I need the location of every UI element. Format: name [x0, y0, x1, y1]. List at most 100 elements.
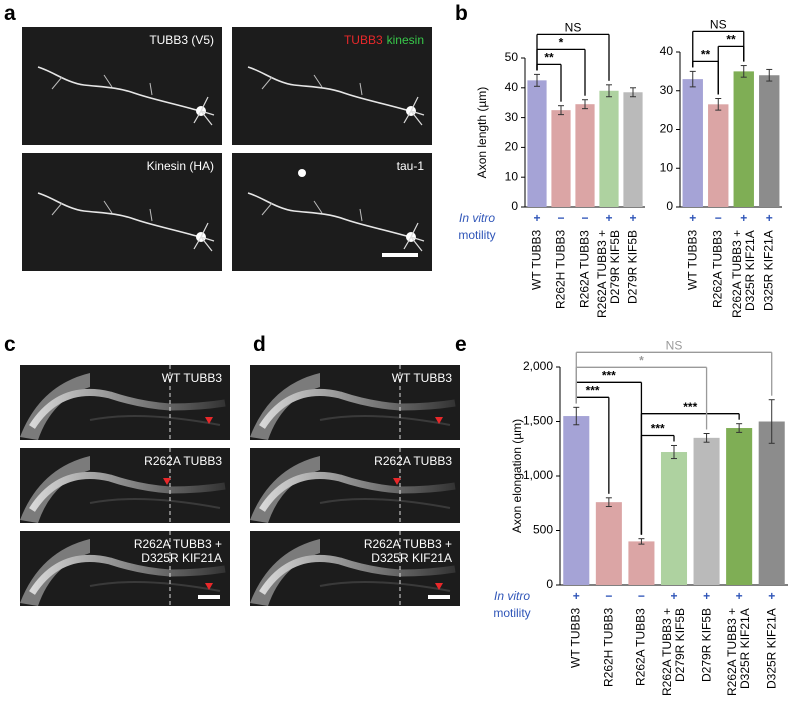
significance-label: NS	[565, 21, 582, 35]
significance-label: *	[639, 354, 644, 368]
panel-letter: b	[455, 2, 468, 25]
significance-label: **	[544, 51, 554, 65]
bar	[595, 502, 622, 585]
x-tick-label: R262A TUBB3 + D325R KIF21A	[725, 608, 753, 697]
bar	[726, 428, 753, 585]
motility-sign: +	[766, 211, 773, 225]
y-tick-label: 50	[505, 50, 519, 64]
image-label: R262A TUBB3	[144, 454, 222, 468]
label-green: kinesin	[386, 33, 424, 47]
image-label: R262A TUBB3	[374, 454, 452, 468]
micrograph: TUBB3 (V5)	[22, 27, 222, 145]
significance-label: ***	[651, 422, 665, 436]
x-tick-label: R262A TUBB3 + D279R KIF5B	[595, 230, 622, 319]
bar	[660, 452, 688, 585]
image-label: tau-1	[396, 159, 424, 173]
y-tick-label: 10	[660, 160, 674, 174]
bar	[599, 90, 619, 207]
motility-sign: +	[670, 589, 677, 603]
significance-label: **	[726, 33, 736, 47]
image-label: Kinesin (HA)	[146, 159, 214, 173]
x-tick-label: D279R KIF5B	[699, 608, 714, 683]
motility-sign: +	[573, 589, 580, 603]
bar	[708, 104, 729, 207]
brain-slice: R262A TUBB3 + D325R KIF21A	[250, 531, 460, 606]
slice-image	[250, 531, 456, 606]
motility-sign: +	[629, 211, 636, 225]
bar	[563, 416, 590, 585]
x-tick-label: R262A TUBB3	[710, 230, 725, 308]
slice-image	[250, 365, 456, 440]
y-tick-label: 0	[666, 199, 673, 213]
x-tick-label: D325R KIF21A	[764, 608, 779, 689]
significance-label: **	[701, 48, 711, 62]
x-tick-label: R262A TUBB3 + D279R KIF5B	[660, 608, 687, 697]
y-axis-label: Axon length (µm)	[475, 87, 489, 179]
significance-label: NS	[666, 339, 683, 353]
micrograph: Kinesin (HA)	[22, 153, 222, 271]
panel-letter: a	[4, 2, 16, 25]
slice-image	[250, 448, 456, 523]
bar	[682, 79, 703, 207]
y-tick-label: 40	[505, 80, 519, 94]
brain-slice: WT TUBB3	[250, 365, 460, 440]
motility-sign: −	[605, 589, 612, 603]
significance-label: NS	[710, 18, 727, 32]
brain-slice: R262A TUBB3 + D325R KIF21A	[20, 531, 230, 606]
y-axis-label: Axon elongation (µm)	[510, 419, 524, 533]
motility-sign: −	[715, 211, 722, 225]
significance-label: ***	[586, 384, 600, 398]
bar	[551, 110, 571, 207]
y-tick-label: 1,000	[523, 468, 553, 482]
significance-label: ***	[602, 369, 616, 383]
motility-sign: −	[638, 589, 645, 603]
micrograph: TUBB3 kinesin	[232, 27, 432, 145]
image-label: R262A TUBB3 + D325R KIF21A	[363, 537, 452, 565]
x-tick-label: WT TUBB3	[568, 608, 583, 669]
panel-letter: e	[455, 333, 467, 356]
neuron-image	[37, 192, 215, 252]
neuron-image	[247, 66, 425, 126]
label-red: TUBB3	[343, 33, 383, 47]
image-label: TUBB3 (V5)	[149, 33, 214, 47]
motility-sign: +	[605, 211, 612, 225]
slice-image	[20, 365, 226, 440]
y-tick-label: 40	[660, 44, 674, 58]
x-tick-label: WT TUBB3	[529, 230, 544, 291]
bar	[758, 421, 785, 585]
motility-sign: +	[533, 211, 540, 225]
neuron-image	[37, 66, 215, 126]
motility-sign: −	[557, 211, 564, 225]
brain-slice: R262A TUBB3	[20, 448, 230, 523]
bar	[693, 437, 720, 585]
motility-sign: −	[581, 211, 588, 225]
image-label: WT TUBB3	[161, 371, 222, 385]
x-tick-label: R262A TUBB3	[633, 608, 648, 686]
y-tick-label: 500	[533, 523, 553, 537]
bar	[759, 75, 780, 207]
image-label: R262A TUBB3 + D325R KIF21A	[133, 537, 222, 565]
significance-label: *	[559, 36, 564, 50]
x-tick-label: R262H TUBB3	[601, 608, 616, 688]
y-tick-label: 2,000	[523, 359, 553, 373]
neuron-image	[247, 169, 425, 257]
y-tick-label: 20	[660, 122, 674, 136]
motility-sign: +	[740, 211, 747, 225]
motility-sign: +	[703, 589, 710, 603]
x-tick-label: D325R KIF21A	[761, 230, 776, 311]
y-tick-label: 1,500	[523, 414, 553, 428]
motility-sign: +	[689, 211, 696, 225]
bar	[527, 80, 547, 207]
motility-sign: +	[736, 589, 743, 603]
y-tick-label: 0	[511, 199, 518, 213]
y-tick-label: 20	[505, 140, 519, 154]
bar	[623, 92, 643, 207]
bar	[733, 71, 754, 207]
bar	[628, 541, 655, 585]
row-label: In vitro	[494, 589, 530, 603]
x-tick-label: R262A TUBB3 + D325R KIF21A	[729, 230, 757, 319]
slice-image	[20, 448, 226, 523]
y-tick-label: 0	[546, 577, 553, 591]
